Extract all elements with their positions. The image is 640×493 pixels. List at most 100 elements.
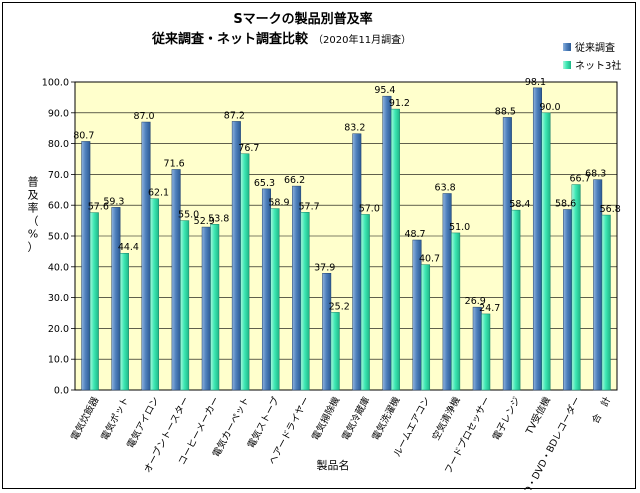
- category-label: 空気清浄機: [430, 394, 463, 442]
- category-label: TV受信機: [523, 394, 553, 437]
- y-axis-title-char: （: [28, 215, 39, 228]
- data-label-series-2: 40.7: [419, 254, 440, 265]
- data-label-series-2: 57.0: [359, 203, 380, 214]
- y-axis-title: 普及率（%）: [28, 175, 39, 254]
- data-label-series-2: 24.7: [479, 303, 500, 314]
- legend-swatch-series-1: [563, 43, 571, 51]
- category-label: 電気掃除機: [309, 394, 342, 442]
- data-label-series-2: 76.7: [238, 143, 259, 154]
- category-label: 電気炊飯器: [68, 394, 101, 442]
- data-label-series-2: 53.8: [208, 213, 229, 224]
- bar-series-2: [330, 312, 340, 391]
- data-label-series-1: 26.9: [465, 296, 486, 307]
- data-label-series-2: 90.0: [539, 102, 560, 113]
- bar-series-2: [481, 313, 491, 391]
- category-label: 電子レンジ: [491, 395, 523, 442]
- y-tick-label: 100.0: [42, 78, 69, 89]
- data-label-series-1: 59.3: [103, 196, 124, 207]
- data-label-series-1: 37.9: [314, 262, 335, 273]
- y-axis-title-char: ）: [28, 241, 39, 254]
- bar-series-2: [511, 209, 521, 391]
- bar-series-1: [352, 133, 362, 391]
- category-label: 合 計: [589, 394, 613, 425]
- bar-series-1: [111, 207, 121, 391]
- category-label: 電気冷蔵庫: [339, 394, 372, 442]
- y-tick-label: 80.0: [48, 139, 69, 150]
- bar-series-1: [472, 306, 482, 391]
- data-label-series-1: 95.4: [374, 85, 395, 96]
- bar-series-2: [390, 108, 400, 391]
- data-label-series-2: 66.7: [570, 174, 591, 185]
- bar-series-1: [502, 117, 512, 391]
- data-label-series-1: 87.2: [224, 110, 245, 121]
- bar-series-1: [382, 95, 392, 391]
- y-tick-label: 90.0: [48, 108, 69, 119]
- bar-series-2: [360, 214, 370, 391]
- bar-series-1: [231, 121, 241, 391]
- bar-series-2: [150, 198, 160, 391]
- bar-series-1: [532, 87, 542, 391]
- bar-series-2: [240, 153, 250, 391]
- data-label-series-2: 58.9: [268, 198, 289, 209]
- y-tick-label: 30.0: [48, 293, 69, 304]
- y-axis-title-char: 及: [28, 189, 39, 202]
- bar-series-1: [141, 121, 151, 391]
- y-tick-label: 20.0: [48, 324, 69, 335]
- y-axis-title-char: %: [28, 228, 38, 241]
- chart-title: Sマークの製品別普及率: [233, 11, 372, 27]
- chart-subtitle-note: （2020年11月調査）: [313, 33, 411, 46]
- bar-series-2: [119, 252, 129, 391]
- category-label: CD・DVD・BDレコーダー: [518, 395, 583, 490]
- bar-series-2: [421, 264, 431, 391]
- data-label-series-1: 83.2: [344, 123, 365, 134]
- bar-series-1: [322, 273, 332, 391]
- data-label-series-1: 88.5: [495, 106, 516, 117]
- data-label-series-1: 48.7: [404, 229, 425, 240]
- data-label-series-1: 98.1: [525, 77, 546, 88]
- y-tick-label: 60.0: [48, 201, 69, 212]
- bar-series-2: [601, 214, 611, 391]
- data-label-series-2: 62.1: [148, 188, 169, 199]
- bar-series-2: [451, 232, 461, 391]
- data-label-series-2: 25.2: [329, 301, 350, 312]
- bar-series-1: [292, 185, 302, 391]
- bar-series-1: [81, 141, 91, 391]
- data-label-series-2: 51.0: [449, 222, 470, 233]
- category-label: 電気ポット: [99, 395, 132, 443]
- y-axis-ticks: 0.0 10.0 20.0 30.0 40.0 50.0 60.0 70.0 80.0 90.0 1…: [42, 78, 75, 397]
- y-tick-label: 70.0: [48, 170, 69, 181]
- data-label-series-1: 66.2: [284, 175, 305, 186]
- bar-series-2: [300, 212, 310, 391]
- bar-series-2: [210, 224, 220, 391]
- bar-series-1: [261, 188, 271, 391]
- bars: [81, 87, 611, 391]
- data-label-series-2: 91.2: [389, 98, 410, 109]
- legend: 従来調査 ネット3社: [563, 41, 621, 72]
- y-tick-label: 0.0: [54, 386, 69, 397]
- category-labels: 電気炊飯器電気ポット電気アイロンオーブントースターコーヒーメーカー電気カーペット…: [68, 394, 613, 490]
- bar-series-1: [201, 226, 211, 391]
- y-axis-title-char: 率: [28, 201, 39, 215]
- data-label-series-1: 80.7: [73, 130, 94, 141]
- bar-series-2: [270, 208, 280, 391]
- y-tick-label: 10.0: [48, 355, 69, 366]
- data-label-series-1: 71.6: [164, 158, 185, 169]
- chart: Sマークの製品別普及率 従来調査・ネット調査比較 （2020年11月調査） 0.…: [28, 11, 622, 490]
- data-label-series-1: 63.8: [435, 182, 456, 193]
- data-label-series-2: 57.6: [88, 202, 109, 213]
- category-label: 電気洗濯機: [370, 394, 403, 442]
- data-label-series-1: 65.3: [254, 178, 275, 189]
- bar-series-2: [571, 184, 581, 391]
- bar-series-2: [541, 112, 551, 391]
- chart-subtitle: 従来調査・ネット調査比較: [151, 31, 309, 47]
- data-label-series-1: 52.9: [194, 216, 215, 227]
- data-label-series-2: 44.4: [118, 242, 139, 253]
- data-label-series-2: 56.8: [600, 204, 621, 215]
- data-label-series-1: 68.3: [585, 169, 606, 180]
- bar-series-1: [171, 169, 181, 391]
- x-axis-title: 製品名: [317, 458, 350, 472]
- legend-label-series-1: 従来調査: [575, 41, 615, 54]
- data-label-series-1: 87.0: [133, 111, 154, 122]
- bar-series-2: [89, 212, 99, 391]
